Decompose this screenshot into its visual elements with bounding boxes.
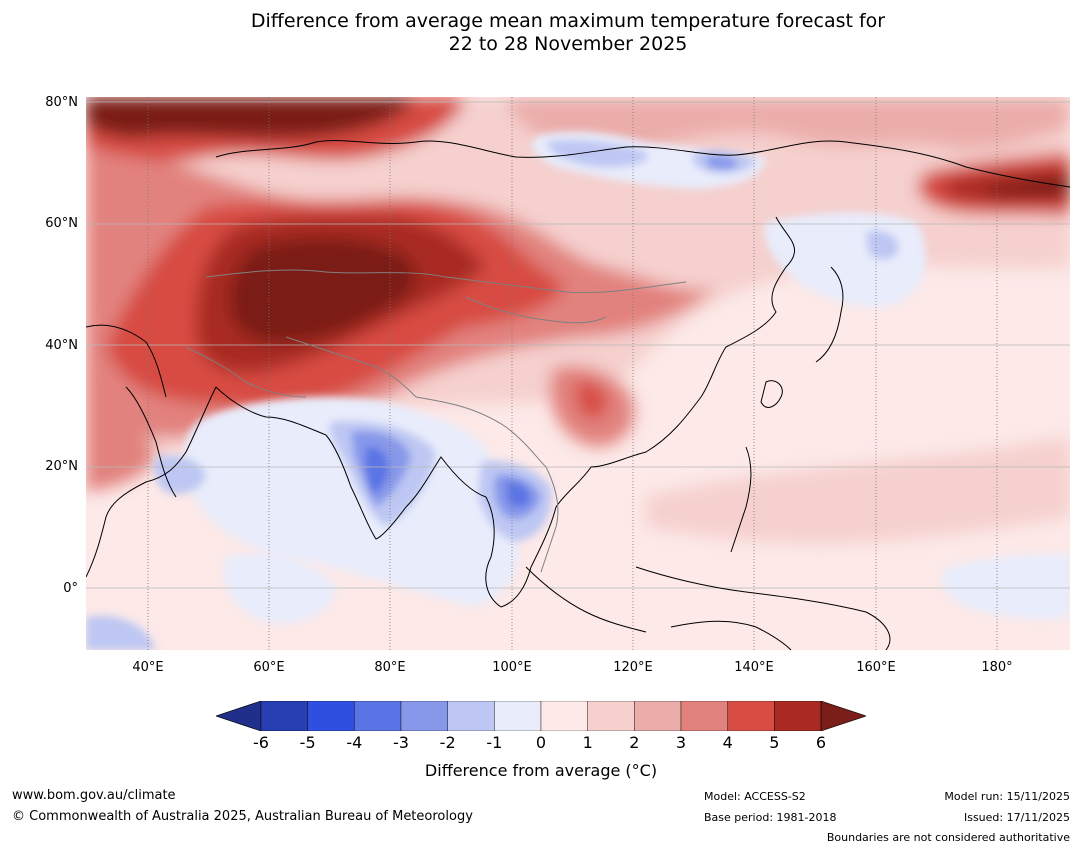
colorbar-tick-label: 3 (675, 733, 687, 752)
lat-label-80n: 80°N (45, 95, 78, 110)
lat-label-20n: 20°N (45, 459, 78, 474)
colorbar-tick-label: -4 (346, 733, 363, 752)
colorbar-bin (540, 701, 588, 731)
colorbar-tick-label: -2 (439, 733, 456, 752)
lon-label-40e: 40°E (132, 660, 164, 675)
footer-model-run: Model run: 15/11/2025 (944, 790, 1070, 803)
lat-label-60n: 60°N (45, 216, 78, 231)
temperature-anomaly-map (86, 97, 1070, 650)
country-borders (185, 269, 687, 573)
lat-label-40n: 40°N (45, 338, 78, 353)
map-title: Difference from average mean maximum tem… (0, 10, 1081, 56)
footer-model: Model: ACCESS-S2 (704, 790, 806, 803)
colorbar-bin (400, 701, 448, 731)
lon-label-140e: 140°E (734, 660, 774, 675)
lon-label-80e: 80°E (374, 660, 406, 675)
lon-label-120e: 120°E (613, 660, 653, 675)
colorbar-tick-label: 4 (722, 733, 733, 752)
footer-base-period: Base period: 1981-2018 (704, 811, 837, 824)
colorbar-tick-label: -6 (253, 733, 269, 752)
footer-url: www.bom.gov.au/climate (12, 788, 176, 803)
footer-issued: Issued: 17/11/2025 (963, 811, 1070, 824)
colorbar-bin (774, 701, 822, 731)
colorbar-bin (587, 701, 635, 731)
colorbar-tick-label: 6 (815, 733, 827, 752)
longitude-gridlines (147, 97, 998, 650)
coastlines (86, 140, 1070, 650)
colorbar-bin (447, 701, 495, 731)
colorbar-tick-label: -5 (299, 733, 316, 752)
colorbar-bin (494, 701, 542, 731)
colorbar-label: Difference from average (°C) (424, 761, 658, 780)
colorbar-tick-label: 5 (769, 733, 780, 752)
colorbar-bin (634, 701, 682, 731)
colorbar-tick-label: 1 (582, 733, 593, 752)
colorbar-extend-high (820, 701, 866, 731)
title-line-2: 22 to 28 November 2025 (448, 33, 688, 55)
lat-label-0: 0° (63, 581, 78, 596)
colorbar-bin (727, 701, 775, 731)
colorbar-tick-label: 2 (629, 733, 640, 752)
colorbar-tick-label: -1 (486, 733, 503, 752)
lon-label-180: 180° (981, 660, 1013, 675)
lon-label-100e: 100°E (492, 660, 532, 675)
footer-disclaimer: Boundaries are not considered authoritat… (826, 831, 1070, 844)
title-line-1: Difference from average mean maximum tem… (250, 10, 886, 32)
warm-anomaly-fields (86, 97, 1070, 544)
colorbar-bin (260, 701, 308, 731)
colorbar-bin (354, 701, 402, 731)
colorbar-tick-label: 0 (535, 733, 547, 752)
colorbar (216, 701, 866, 731)
colorbar-tick-label: -3 (393, 733, 409, 752)
lon-label-60e: 60°E (253, 660, 285, 675)
colorbar-extend-low (216, 701, 262, 731)
colorbar-bin (680, 701, 728, 731)
cool-anomaly-fields (86, 131, 1070, 650)
colorbar-bin (307, 701, 355, 731)
footer-copyright: © Commonwealth of Australia 2025, Austra… (12, 809, 473, 824)
lon-label-160e: 160°E (856, 660, 896, 675)
latitude-gridlines (86, 101, 1070, 589)
